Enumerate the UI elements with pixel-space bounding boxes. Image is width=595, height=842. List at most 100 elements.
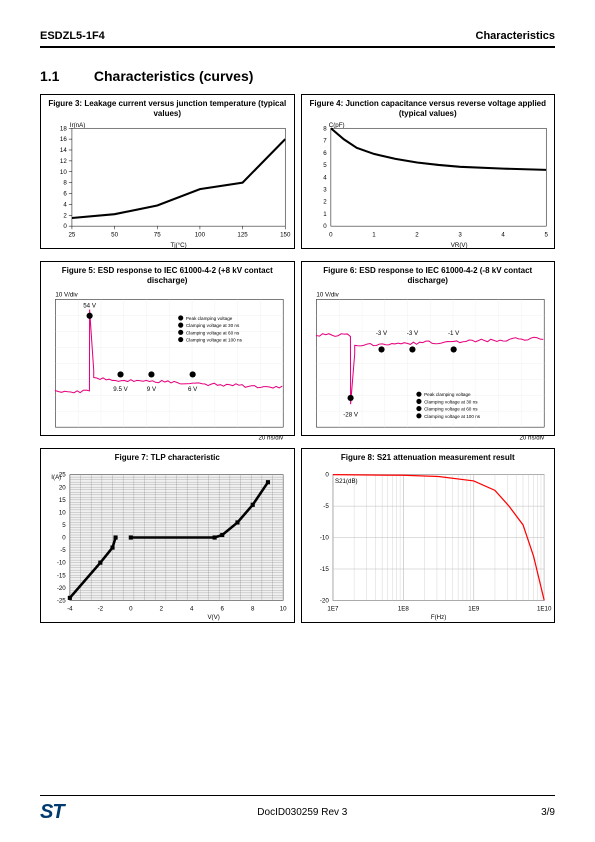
- svg-text:150: 150: [280, 232, 291, 239]
- svg-text:-15: -15: [319, 566, 328, 573]
- figure-row-2: Figure 5: ESD response to IEC 61000-4-2 …: [40, 261, 555, 436]
- svg-text:75: 75: [154, 232, 161, 239]
- svg-text:2: 2: [323, 199, 327, 206]
- svg-text:1E9: 1E9: [468, 605, 480, 612]
- figure-6-plot: 10 V/div20 ns/div-28 V-3 V-3 V-1 VPeak c…: [302, 287, 555, 442]
- svg-text:6: 6: [323, 150, 327, 157]
- svg-text:20 ns/div: 20 ns/div: [258, 435, 284, 442]
- svg-text:10: 10: [59, 509, 66, 516]
- svg-text:-15: -15: [57, 572, 66, 579]
- svg-text:-5: -5: [60, 547, 66, 554]
- figure-row-1: Figure 3: Leakage current versus junctio…: [40, 94, 555, 249]
- page-header: ESDZL5-1F4 Characteristics: [40, 30, 555, 48]
- svg-text:0: 0: [325, 471, 329, 478]
- svg-text:9.5 V: 9.5 V: [113, 386, 128, 393]
- svg-text:1E8: 1E8: [397, 605, 409, 612]
- svg-text:-10: -10: [57, 559, 66, 566]
- svg-text:10: 10: [280, 605, 287, 612]
- svg-text:50: 50: [111, 232, 118, 239]
- header-right: Characteristics: [476, 30, 556, 42]
- svg-text:4: 4: [501, 232, 505, 239]
- figure-4-title: Figure 4: Junction capacitance versus re…: [302, 95, 555, 120]
- svg-text:100: 100: [195, 232, 206, 239]
- svg-text:3: 3: [323, 187, 327, 194]
- svg-text:0: 0: [129, 605, 133, 612]
- figure-8: Figure 8: S21 attenuation measurement re…: [301, 448, 556, 623]
- svg-text:1E10: 1E10: [536, 605, 551, 612]
- svg-text:F(Hz): F(Hz): [430, 614, 445, 621]
- svg-text:Clamping voltage at 60 ns: Clamping voltage at 60 ns: [424, 407, 478, 412]
- svg-text:125: 125: [237, 232, 248, 239]
- svg-text:-25: -25: [57, 597, 66, 604]
- svg-text:16: 16: [60, 136, 67, 143]
- svg-text:4: 4: [63, 202, 67, 209]
- svg-text:4: 4: [323, 174, 327, 181]
- svg-text:25: 25: [68, 232, 75, 239]
- svg-text:18: 18: [60, 125, 67, 132]
- svg-text:Clamping voltage at 60 ns: Clamping voltage at 60 ns: [186, 331, 240, 336]
- svg-text:-1 V: -1 V: [447, 330, 459, 337]
- figure-7-title: Figure 7: TLP characteristic: [41, 449, 294, 465]
- figure-6-title: Figure 6: ESD response to IEC 61000-4-2 …: [302, 262, 555, 287]
- svg-text:12: 12: [60, 158, 67, 165]
- svg-text:2: 2: [63, 213, 67, 220]
- svg-text:0: 0: [323, 223, 327, 230]
- svg-text:Peak clamping voltage: Peak clamping voltage: [186, 316, 233, 321]
- figure-6: Figure 6: ESD response to IEC 61000-4-2 …: [301, 261, 556, 436]
- svg-text:6: 6: [221, 605, 225, 612]
- svg-text:20 ns/div: 20 ns/div: [519, 435, 545, 442]
- svg-text:S21(dB): S21(dB): [334, 477, 357, 484]
- svg-text:-20: -20: [57, 584, 66, 591]
- svg-text:Clamping voltage at 30 ns: Clamping voltage at 30 ns: [186, 323, 240, 328]
- svg-text:0: 0: [329, 232, 333, 239]
- svg-text:-5: -5: [323, 503, 329, 510]
- svg-text:0: 0: [62, 534, 66, 541]
- svg-text:Tj(°C): Tj(°C): [170, 242, 186, 249]
- figure-5-plot: 10 V/div 20 ns/div 54 V 9.5 V 9 V 6 V Peak cla…: [41, 287, 294, 442]
- figure-8-title: Figure 8: S21 attenuation measurement re…: [302, 449, 555, 465]
- section-number: 1.1: [40, 68, 90, 84]
- svg-text:5: 5: [62, 522, 66, 529]
- st-logo: ST: [40, 801, 64, 824]
- page-footer: ST DocID030259 Rev 3 3/9: [40, 801, 555, 824]
- svg-text:14: 14: [60, 147, 67, 154]
- svg-text:1: 1: [323, 211, 327, 218]
- svg-text:10: 10: [60, 169, 67, 176]
- header-left: ESDZL5-1F4: [40, 30, 105, 42]
- svg-text:20: 20: [59, 484, 66, 491]
- svg-text:1: 1: [372, 232, 376, 239]
- svg-text:2: 2: [415, 232, 419, 239]
- figure-5-title: Figure 5: ESD response to IEC 61000-4-2 …: [41, 262, 294, 287]
- svg-text:Ir(nA): Ir(nA): [70, 122, 85, 129]
- page-content: ESDZL5-1F4 Characteristics 1.1 Character…: [0, 0, 595, 655]
- figure-7-plot: -25-20-15-10-50510152025-4-20246810I(A)V…: [41, 465, 294, 622]
- svg-text:10 V/div: 10 V/div: [316, 291, 339, 298]
- svg-text:-4: -4: [67, 605, 73, 612]
- figure-7: Figure 7: TLP characteristic -25-20-15-1…: [40, 448, 295, 623]
- svg-text:Clamping voltage at 30 ns: Clamping voltage at 30 ns: [424, 400, 478, 405]
- svg-text:Clamping voltage at 100 ns: Clamping voltage at 100 ns: [424, 414, 481, 419]
- svg-text:8: 8: [63, 180, 67, 187]
- svg-text:10 V/div: 10 V/div: [55, 291, 78, 298]
- figure-4-plot: 012345678012345C(pF)VR(V): [302, 120, 555, 249]
- svg-text:-10: -10: [319, 534, 328, 541]
- figure-3-plot: 024681012141618255075100125150Ir(nA)Tj(°…: [41, 120, 294, 249]
- svg-text:-28 V: -28 V: [343, 412, 359, 419]
- svg-text:-2: -2: [98, 605, 104, 612]
- svg-text:4: 4: [190, 605, 194, 612]
- svg-text:54 V: 54 V: [83, 303, 97, 310]
- svg-text:5: 5: [323, 162, 327, 169]
- svg-text:-3 V: -3 V: [406, 330, 418, 337]
- svg-text:7: 7: [323, 138, 327, 145]
- svg-text:Peak clamping voltage: Peak clamping voltage: [424, 392, 471, 397]
- svg-text:1E7: 1E7: [327, 605, 339, 612]
- svg-text:6 V: 6 V: [188, 386, 198, 393]
- section-title: 1.1 Characteristics (curves): [40, 68, 555, 84]
- figure-row-3: Figure 7: TLP characteristic -25-20-15-1…: [40, 448, 555, 623]
- figure-8-plot: -20-15-10-501E71E81E91E10S21(dB)F(Hz): [302, 465, 555, 622]
- svg-text:15: 15: [59, 496, 66, 503]
- svg-text:VR(V): VR(V): [450, 242, 467, 249]
- svg-text:9 V: 9 V: [147, 386, 157, 393]
- figure-3-title: Figure 3: Leakage current versus junctio…: [41, 95, 294, 120]
- svg-text:V(V): V(V): [207, 614, 219, 621]
